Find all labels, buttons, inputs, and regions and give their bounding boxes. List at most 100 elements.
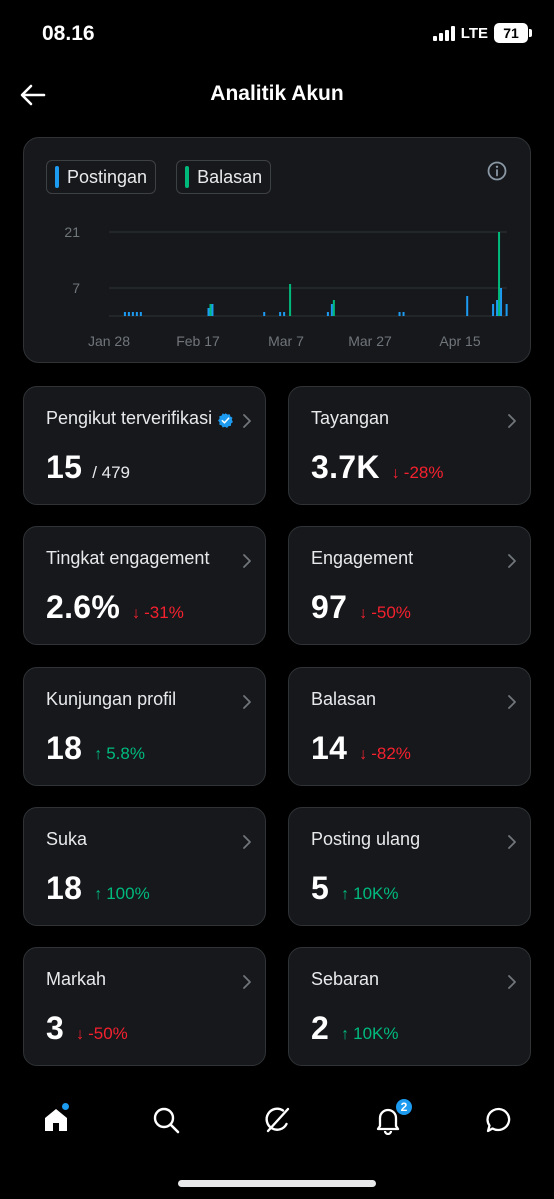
stat-change: ↑ 100% xyxy=(94,884,149,904)
verified-badge-icon xyxy=(218,413,233,428)
home-icon xyxy=(45,1109,67,1131)
stat-value: 3 xyxy=(46,1010,65,1046)
bell-icon xyxy=(376,1108,400,1135)
stat-value-row: 97 ↓ -50% xyxy=(311,589,411,626)
chevron-right-icon xyxy=(243,414,251,428)
arrow-down-icon: ↓ xyxy=(76,1026,85,1043)
stat-card[interactable]: Balasan 14 ↓ -82% xyxy=(288,667,531,786)
stat-card[interactable]: Suka 18 ↑ 100% xyxy=(23,807,266,926)
stat-label: Pengikut terverifikasi xyxy=(46,408,213,428)
y-tick-label: 7 xyxy=(72,280,80,296)
chevron-right-icon xyxy=(243,975,251,989)
nav-grok[interactable] xyxy=(257,1100,297,1140)
nav-messages[interactable] xyxy=(479,1100,519,1140)
bar-postingan xyxy=(492,304,495,316)
stat-card[interactable]: Tingkat engagement 2.6% ↓ -31% xyxy=(23,526,266,645)
stat-label: Engagement xyxy=(311,548,414,568)
stat-card[interactable]: Kunjungan profil 18 ↑ 5.8% xyxy=(23,667,266,786)
stat-change-value: 100% xyxy=(106,884,150,903)
chevron-right-icon xyxy=(508,554,516,568)
legend-swatch-postingan xyxy=(55,166,59,188)
bar-postingan xyxy=(123,312,126,316)
stat-change: ↓ -50% xyxy=(76,1024,128,1044)
stat-change: ↓ -28% xyxy=(392,463,444,483)
legend-label-postingan: Postingan xyxy=(67,166,148,187)
stat-value-row: 2 ↑ 10K% xyxy=(311,1010,398,1047)
stat-label: Suka xyxy=(46,829,88,849)
x-tick-label: Mar 27 xyxy=(348,333,392,349)
stat-change-value: 10K% xyxy=(353,884,399,903)
y-tick-label: 21 xyxy=(64,224,80,240)
status-bar: 08.16 LTE 71 xyxy=(0,0,554,68)
nav-home[interactable] xyxy=(36,1100,76,1140)
notification-badge: 2 xyxy=(394,1097,414,1117)
home-indicator xyxy=(178,1180,376,1187)
stat-card[interactable]: Posting ulang 5 ↑ 10K% xyxy=(288,807,531,926)
stat-change: ↑ 10K% xyxy=(341,884,398,904)
bar-postingan xyxy=(330,304,333,316)
stat-card[interactable]: Markah 3 ↓ -50% xyxy=(23,947,266,1066)
bar-balasan xyxy=(289,284,292,316)
stat-change: ↓ -82% xyxy=(359,744,411,764)
stat-value: 2.6% xyxy=(46,589,121,625)
stat-change-value: -50% xyxy=(371,603,411,622)
stat-label: Kunjungan profil xyxy=(46,689,177,709)
chevron-right-icon xyxy=(508,695,516,709)
x-tick-label: Mar 7 xyxy=(268,333,304,349)
header: Analitik Akun xyxy=(0,70,554,120)
chevron-right-icon xyxy=(508,975,516,989)
bar-balasan xyxy=(209,304,212,316)
stat-card[interactable]: Sebaran 2 ↑ 10K% xyxy=(288,947,531,1066)
legend-postingan[interactable]: Postingan xyxy=(46,160,157,194)
info-icon[interactable] xyxy=(486,160,508,182)
bar-postingan xyxy=(466,296,469,316)
network-type: LTE xyxy=(460,24,488,42)
stat-label: Posting ulang xyxy=(311,829,421,849)
arrow-up-icon: ↑ xyxy=(94,746,103,763)
bar-postingan xyxy=(496,300,499,316)
bar-postingan xyxy=(500,288,503,316)
stat-value-row: 15 / 479 xyxy=(46,449,130,486)
bar-postingan xyxy=(207,308,210,316)
stat-change: ↓ -31% xyxy=(132,603,184,623)
status-indicators: LTE 71 xyxy=(432,23,532,43)
x-tick-label: Apr 15 xyxy=(439,333,480,349)
stat-change-value: -28% xyxy=(403,463,444,482)
nav-notifications[interactable]: 2 xyxy=(368,1097,414,1140)
nav-search[interactable] xyxy=(146,1100,186,1140)
stat-card[interactable]: Tayangan 3.7K ↓ -28% xyxy=(288,386,531,505)
legend-label-balasan: Balasan xyxy=(197,166,263,187)
legend-balasan[interactable]: Balasan xyxy=(176,160,272,194)
stat-label: Balasan xyxy=(311,689,377,709)
stat-value-row: 14 ↓ -82% xyxy=(311,730,411,767)
bar-balasan xyxy=(332,300,335,316)
stat-card[interactable]: Engagement 97 ↓ -50% xyxy=(288,526,531,645)
stat-label: Tayangan xyxy=(311,408,390,428)
bar-postingan xyxy=(283,312,286,316)
bar-postingan xyxy=(135,312,138,316)
chevron-right-icon xyxy=(508,414,516,428)
arrow-up-icon: ↑ xyxy=(341,1026,350,1043)
stat-card[interactable]: Pengikut terverifikasi 15 / 479 xyxy=(23,386,266,505)
stat-value: 5 xyxy=(311,870,330,906)
bar-postingan xyxy=(211,304,214,316)
arrow-up-icon: ↑ xyxy=(341,886,350,903)
stat-change-value: -82% xyxy=(371,744,411,763)
activity-chart: 21 7 Jan 28 Feb 17 Mar 7 Mar 27 Apr 15 xyxy=(64,224,508,349)
battery-icon: 71 xyxy=(494,23,532,43)
stat-value: 18 xyxy=(46,870,83,906)
stat-change: ↓ -50% xyxy=(359,603,411,623)
stat-change-value: -31% xyxy=(144,603,184,622)
stat-label: Sebaran xyxy=(311,969,380,989)
bar-postingan xyxy=(326,312,329,316)
arrow-down-icon: ↓ xyxy=(359,605,368,622)
stat-change-value: 5.8% xyxy=(106,744,145,763)
back-button[interactable] xyxy=(14,76,52,114)
stat-value-row: 3 ↓ -50% xyxy=(46,1010,128,1047)
stat-value: 18 xyxy=(46,730,83,766)
grok-icon xyxy=(265,1107,290,1133)
chevron-right-icon xyxy=(243,695,251,709)
stat-value-row: 18 ↑ 100% xyxy=(46,870,150,907)
stat-value: 15 xyxy=(46,449,83,485)
bar-postingan xyxy=(131,312,134,316)
